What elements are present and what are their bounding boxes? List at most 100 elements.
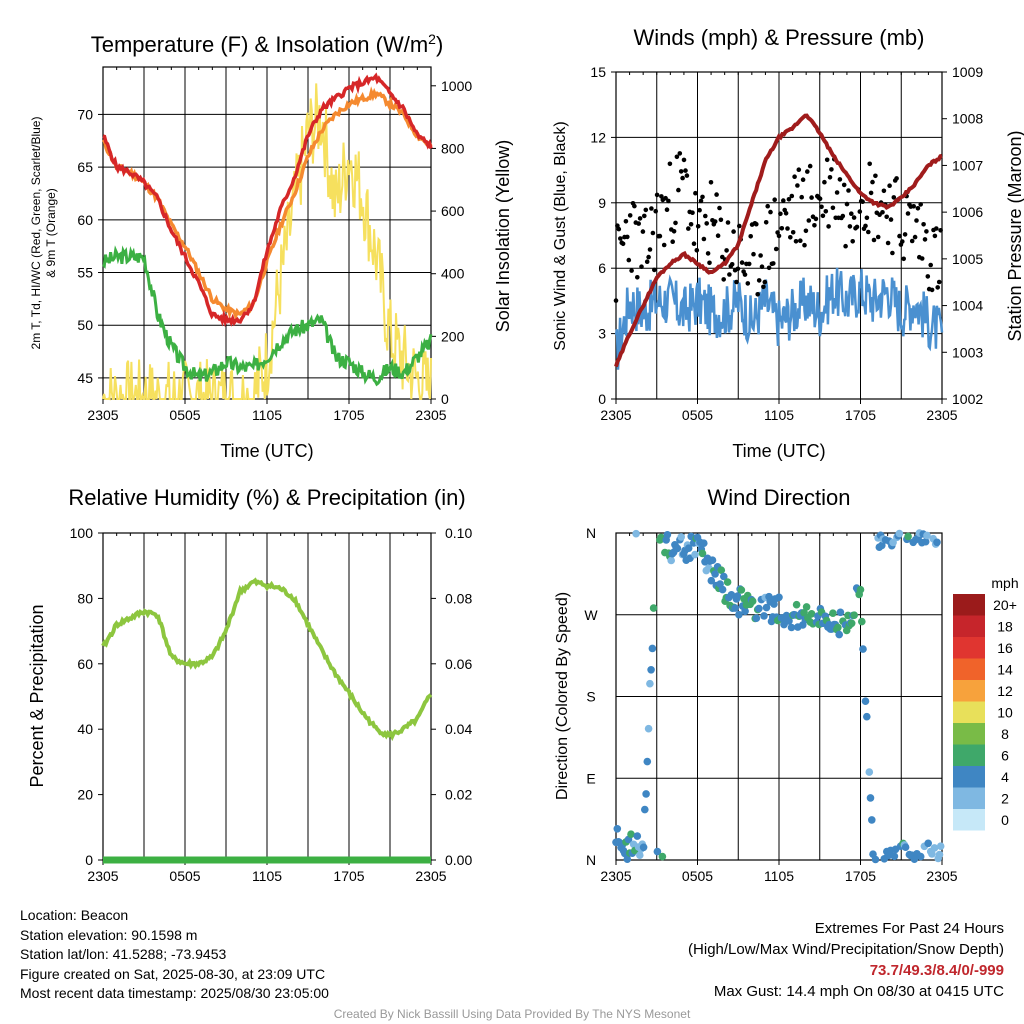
gust-point bbox=[681, 157, 687, 163]
gust-point bbox=[670, 239, 675, 244]
temperature-xlabel: Time (UTC) bbox=[220, 441, 313, 461]
direction-point bbox=[623, 855, 632, 863]
solar-ytick-label: 200 bbox=[441, 328, 465, 344]
winds-xlabel: Time (UTC) bbox=[732, 441, 825, 461]
gust-point bbox=[887, 183, 892, 188]
legend-swatch bbox=[953, 615, 985, 637]
legend-label: 16 bbox=[997, 640, 1013, 656]
direction-xtick-label: 1705 bbox=[845, 868, 876, 884]
gust-point bbox=[868, 190, 874, 196]
gust-point bbox=[731, 229, 736, 234]
direction-point bbox=[711, 570, 719, 578]
direction-ytick-label: E bbox=[586, 770, 595, 786]
gust-point bbox=[873, 173, 878, 179]
gust-point bbox=[654, 192, 660, 198]
direction-point bbox=[700, 539, 708, 547]
gust-point bbox=[718, 217, 724, 223]
gust-point bbox=[807, 163, 813, 169]
direction-point bbox=[632, 529, 640, 538]
gust-point bbox=[802, 242, 807, 248]
direction-point bbox=[658, 852, 667, 861]
pressure-ytick-label: 1004 bbox=[952, 298, 983, 314]
pressure-ytick-label: 1008 bbox=[952, 111, 983, 127]
gust-point bbox=[636, 221, 641, 226]
direction-point bbox=[720, 572, 728, 581]
direction-point bbox=[895, 529, 904, 538]
temperature-xtick-label: 1705 bbox=[333, 407, 364, 423]
gust-point bbox=[690, 210, 695, 215]
legend-swatch bbox=[953, 787, 985, 809]
gust-point bbox=[717, 205, 722, 211]
gust-point bbox=[724, 248, 729, 253]
winds-ylabel-left: Sonic Wind & Gust (Blue, Black) bbox=[552, 121, 569, 350]
gust-point bbox=[725, 220, 731, 225]
direction-point bbox=[647, 666, 655, 674]
gust-point bbox=[620, 241, 626, 247]
direction-point bbox=[760, 612, 768, 620]
gust-point bbox=[824, 157, 830, 163]
gust-point bbox=[674, 154, 680, 160]
gust-point bbox=[776, 233, 782, 239]
humidity-xtick-label: 2305 bbox=[87, 868, 118, 884]
latlon-text: Station lat/lon: 41.5288; -73.9453 bbox=[20, 946, 227, 962]
direction-point bbox=[663, 531, 672, 539]
direction-point bbox=[936, 842, 945, 850]
gust-point bbox=[772, 197, 777, 202]
gust-point bbox=[846, 188, 851, 193]
direction-point bbox=[649, 604, 658, 612]
direction-xtick-label: 0505 bbox=[682, 868, 713, 884]
legend-label: 14 bbox=[997, 662, 1013, 678]
legend-title: mph bbox=[991, 575, 1018, 591]
rh-ytick-label: 100 bbox=[70, 525, 94, 541]
pressure-ytick-label: 1005 bbox=[952, 251, 983, 267]
temp-ytick-label: 70 bbox=[77, 106, 93, 122]
gust-point bbox=[901, 256, 906, 262]
humidity-xtick-label: 1105 bbox=[252, 868, 282, 884]
wind-ytick-label: 12 bbox=[590, 129, 606, 145]
direction-point bbox=[802, 603, 811, 611]
direction-ytick-label: N bbox=[586, 852, 596, 868]
temperature-title: Temperature (F) & Insolation (W/m2) bbox=[91, 31, 444, 57]
direction-point bbox=[636, 851, 644, 859]
gust-point bbox=[866, 229, 871, 235]
gust-point bbox=[626, 257, 632, 263]
temperature-xtick-label: 2305 bbox=[87, 407, 118, 423]
direction-ytick-label: W bbox=[584, 607, 598, 623]
solar-ytick-label: 1000 bbox=[441, 78, 472, 94]
gust-point bbox=[820, 213, 826, 219]
gust-point bbox=[812, 223, 817, 228]
gust-point bbox=[902, 232, 908, 237]
temperature-ylabel-left-2: & 9m T (Orange) bbox=[44, 188, 58, 278]
max-gust-text: Max Gust: 14.4 mph On 08/30 at 0415 UTC bbox=[713, 983, 1004, 1000]
gust-point bbox=[652, 267, 657, 273]
direction-xtick-label: 2305 bbox=[600, 868, 631, 884]
gust-point bbox=[643, 207, 649, 213]
solar-ytick-label: 600 bbox=[441, 203, 465, 219]
gust-point bbox=[786, 197, 792, 202]
gust-point bbox=[771, 261, 776, 266]
gust-point bbox=[785, 226, 790, 231]
wind-ytick-label: 6 bbox=[598, 260, 606, 276]
gust-point bbox=[756, 278, 762, 283]
gust-point bbox=[888, 217, 894, 222]
gust-point bbox=[854, 224, 860, 230]
direction-xtick-label: 2305 bbox=[926, 868, 957, 884]
gust-point bbox=[715, 233, 721, 238]
gust-point bbox=[742, 272, 748, 277]
temperature-xtick-label: 2305 bbox=[415, 407, 446, 423]
gust-point bbox=[851, 215, 857, 220]
gust-point bbox=[705, 251, 711, 256]
direction-point bbox=[731, 604, 739, 612]
wind-line bbox=[614, 267, 944, 370]
legend-label: 10 bbox=[997, 705, 1013, 721]
gust-point bbox=[929, 287, 935, 293]
gust-point bbox=[735, 266, 741, 272]
gust-point bbox=[841, 182, 847, 188]
direction-point bbox=[859, 645, 867, 653]
gust-point bbox=[932, 233, 938, 239]
gust-point bbox=[822, 179, 827, 185]
direction-point bbox=[829, 609, 837, 617]
gust-point bbox=[796, 167, 802, 172]
winds-xtick-label: 1705 bbox=[845, 407, 876, 423]
wind-ytick-label: 15 bbox=[590, 64, 606, 80]
